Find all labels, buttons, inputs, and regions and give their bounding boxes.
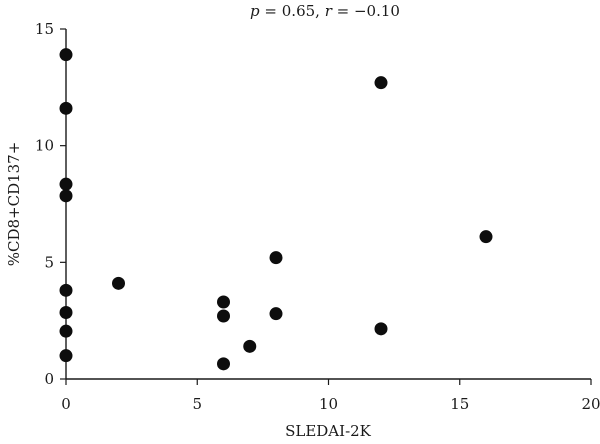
y-tick-label: 15 [35,20,54,38]
scatter-point [269,251,283,265]
scatter-point [59,189,73,203]
y-axis-title: %CD8+CD137+ [5,142,23,267]
scatter-point [59,101,73,115]
scatter-point [59,283,73,297]
scatter-point [59,349,73,363]
x-tick-label: 20 [581,395,600,413]
r-value: = −0.10 [332,2,400,20]
scatter-point [217,357,230,371]
scatter-point [374,76,388,90]
scatter-point [59,48,73,62]
x-tick-label: 5 [192,395,202,413]
y-tick-label: 0 [44,370,54,388]
x-tick-label: 15 [450,395,469,413]
scatter-point [217,295,230,309]
p-symbol: p [250,2,260,20]
scatter-point [374,322,388,336]
x-axis-ticks: 0 5 10 15 20 [61,379,600,413]
p-value: = 0.65, [260,2,325,20]
scatter-point [217,309,230,323]
scatter-point [112,276,125,290]
y-axis-ticks: 0 5 10 15 [35,20,66,388]
x-tick-label: 10 [319,395,338,413]
scatter-point [59,324,73,338]
y-tick-label: 5 [44,253,54,271]
data-points [59,48,493,371]
scatter-point [59,177,73,191]
scatter-point [269,307,283,321]
scatter-point [479,230,493,244]
x-tick-label: 0 [61,395,71,413]
scatter-point [243,339,257,353]
y-tick-label: 10 [35,137,54,155]
r-symbol: r [325,2,333,20]
scatter-point [59,306,73,319]
x-axis-title: SLEDAI-2K [285,422,372,440]
chart-annotation: p = 0.65, r = −0.10 [250,2,400,20]
